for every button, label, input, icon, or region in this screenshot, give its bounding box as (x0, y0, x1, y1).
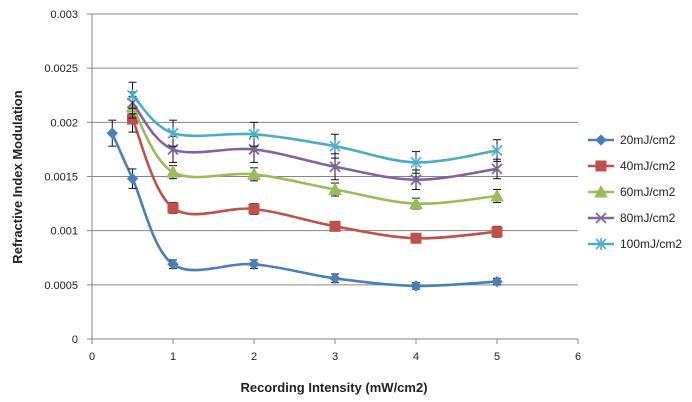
series-line (131, 106, 498, 205)
x-tick-label: 6 (575, 351, 581, 363)
series-line (131, 101, 498, 182)
data-point (126, 172, 139, 185)
legend-marker (595, 212, 607, 224)
y-tick-label: 0.0015 (44, 172, 78, 184)
x-tick-label: 0 (89, 351, 95, 363)
legend-label: 20mJ/cm2 (620, 133, 676, 147)
data-point (409, 196, 423, 210)
marker-stroke (410, 174, 422, 186)
data-point (329, 140, 341, 153)
data-point (328, 182, 342, 195)
legend-label: 80mJ/cm2 (620, 211, 676, 225)
legend-label: 60mJ/cm2 (620, 185, 676, 199)
data-point (167, 127, 179, 140)
data-point (410, 174, 422, 186)
data-point (248, 203, 260, 215)
y-tick-label: 0.003 (50, 9, 78, 21)
legend-item: 20mJ/cm2 (588, 133, 676, 147)
legend-marker (595, 134, 607, 146)
x-tick-label: 5 (494, 351, 500, 363)
x-axis-title: Recording Intensity (mW/cm2) (240, 380, 427, 395)
data-point (248, 258, 260, 270)
legend-item: 40mJ/cm2 (588, 159, 676, 173)
legend-item: 100mJ/cm2 (588, 237, 682, 251)
x-tick-label: 4 (413, 351, 419, 363)
series-40mj-cm2 (127, 105, 503, 244)
data-point (329, 220, 341, 232)
data-point (106, 127, 118, 139)
data-point (167, 202, 179, 214)
y-axis-title: Refractive Index Modulation (10, 90, 25, 263)
data-point (410, 232, 422, 244)
y-tick-label: 0.0025 (44, 63, 78, 75)
series-layer (106, 81, 504, 292)
series-100mj-cm2 (126, 81, 503, 174)
y-tick-label: 0.0005 (44, 280, 78, 292)
legend-marker (595, 160, 607, 172)
legend-item: 80mJ/cm2 (588, 211, 676, 225)
marker-stroke (329, 161, 341, 173)
series-line (131, 118, 498, 240)
legend-item: 60mJ/cm2 (588, 184, 676, 199)
data-point (329, 161, 341, 173)
data-point (166, 165, 180, 178)
data-point (491, 163, 503, 175)
data-point (329, 272, 341, 285)
data-point (410, 156, 422, 169)
data-point (491, 144, 503, 157)
marker-stroke (595, 212, 607, 224)
data-point (410, 280, 422, 292)
x-tick-label: 2 (251, 351, 257, 363)
legend: 20mJ/cm2 40mJ/cm2 60mJ/cm2 80mJ/cm2 100mJ/cm… (588, 133, 682, 251)
y-tick-label: 0 (72, 334, 78, 346)
data-point (167, 258, 179, 270)
data-point (490, 188, 504, 202)
series-20mj-cm2 (106, 119, 503, 292)
data-point (491, 275, 503, 288)
x-tick-label: 1 (170, 351, 176, 363)
x-tick-label: 3 (332, 351, 338, 363)
axes: 0 0.0005 0.001 0.0015 0.002 0.0025 0.003 0 1 2 3 4 5… (44, 9, 581, 363)
legend-marker (595, 238, 607, 250)
legend-marker (594, 184, 608, 198)
legend-label: 40mJ/cm2 (620, 159, 676, 173)
data-point (248, 128, 260, 141)
y-tick-label: 0.001 (50, 226, 78, 238)
y-tick-label: 0.002 (50, 117, 78, 129)
legend-label: 100mJ/cm2 (620, 237, 682, 251)
data-point (491, 226, 503, 238)
data-point (247, 167, 261, 180)
marker-stroke (491, 163, 503, 175)
data-point (126, 89, 139, 102)
